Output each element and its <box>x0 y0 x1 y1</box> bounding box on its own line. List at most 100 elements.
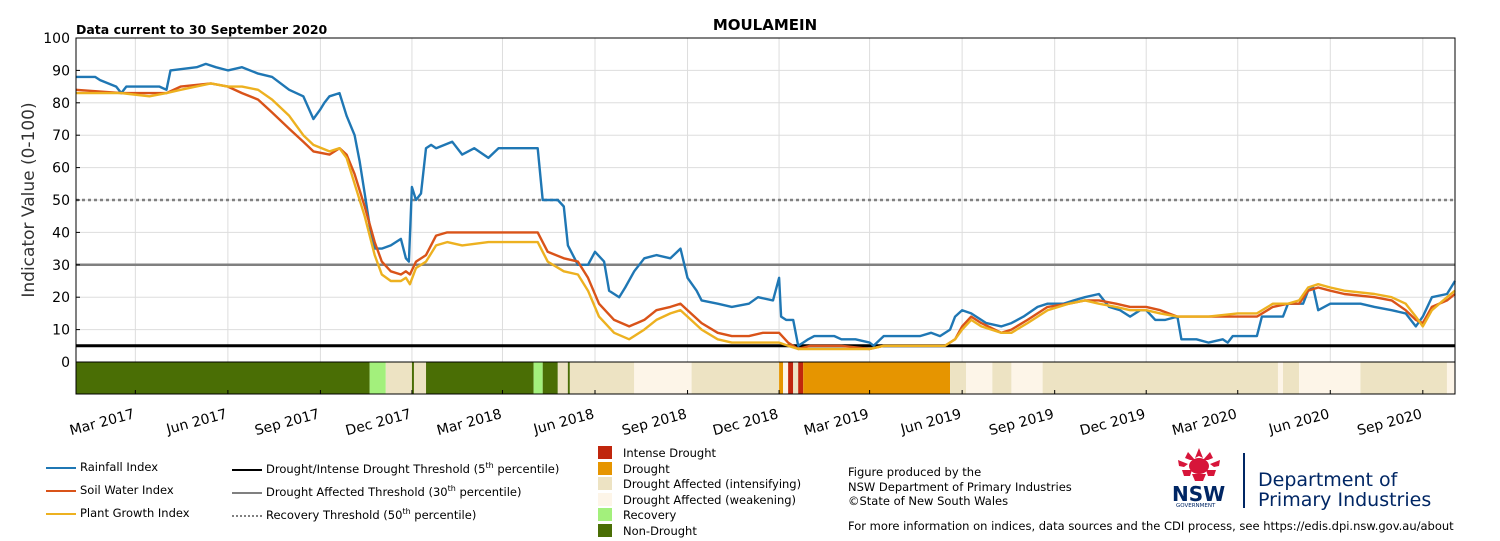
credit-line-2: NSW Department of Primary Industries <box>848 480 1072 494</box>
legend-affected-weakening-label: Drought Affected (weakening) <box>623 493 797 507</box>
phase-bar-27 <box>1360 362 1447 394</box>
series-line-soil-water-index <box>75 82 1456 351</box>
nsw-wordmark: NSW <box>1172 482 1226 506</box>
phase-bar-0 <box>76 362 370 394</box>
y-tick-label-70: 70 <box>52 128 70 144</box>
x-tick-label-10: Sep 2019 <box>987 406 1055 439</box>
y-tick-label-30: 30 <box>52 258 70 274</box>
legend-affected-intensifying-swatch <box>598 477 612 490</box>
threshold-lines <box>76 198 1455 348</box>
legend-rainfall-swatch <box>46 467 76 469</box>
chart-title: MOULAMEIN <box>713 16 817 34</box>
y-tick-label-20: 20 <box>52 290 70 306</box>
department-line-2: Primary Industries <box>1258 489 1432 511</box>
y-tick-label-50: 50 <box>52 193 70 209</box>
phase-bar-3 <box>411 362 414 394</box>
series-line-rainfall-index <box>76 62 1457 347</box>
phase-bar-14 <box>783 362 789 394</box>
phase-bar-28 <box>1446 362 1455 394</box>
legend-intense-drought-swatch <box>598 446 612 459</box>
phase-bar-1 <box>369 362 386 394</box>
legend-affected-threshold-swatch <box>232 492 262 494</box>
legend-non-drought-label: Non-Drought <box>623 524 697 538</box>
index-series <box>75 62 1457 351</box>
phase-bar-18 <box>803 362 951 394</box>
y-tick-label-0: 0 <box>61 355 70 371</box>
phase-bar-11 <box>634 362 692 394</box>
x-axis-ticks: Mar 2017 Jun 2017 Sep 2017 Dec 2017 Mar 2018… <box>68 390 1424 439</box>
y-tick-label-10: 10 <box>52 323 70 339</box>
x-tick-label-2: Sep 2017 <box>253 406 321 439</box>
series-line-plant-growth-index <box>76 82 1456 351</box>
legend-plant-growth-label: Plant Growth Index <box>80 506 190 520</box>
phase-bar-24 <box>1277 362 1284 394</box>
data-currency-note: Data current to 30 September 2020 <box>76 22 328 37</box>
legend-affected-weakening-swatch <box>598 493 612 506</box>
x-tick-label-12: Mar 2020 <box>1170 406 1238 439</box>
y-tick-label-80: 80 <box>52 96 70 112</box>
x-tick-label-6: Sep 2018 <box>620 406 688 439</box>
y-tick-label-90: 90 <box>52 63 70 79</box>
phase-bar-5 <box>426 362 534 394</box>
x-tick-label-13: Jun 2020 <box>1266 406 1331 438</box>
x-tick-label-3: Dec 2017 <box>344 406 413 439</box>
credit-line-3: ©State of New South Wales <box>848 494 1009 508</box>
phase-bar-22 <box>1011 362 1043 394</box>
phase-bar-8 <box>557 362 568 394</box>
legend-recovery-threshold-swatch <box>232 515 262 517</box>
waratah-icon <box>1178 448 1220 481</box>
logo-divider <box>1243 453 1245 508</box>
phase-bar-10 <box>569 362 635 394</box>
y-axis-ticks: 0 10 20 30 40 50 60 70 80 90 100 <box>43 31 80 371</box>
x-tick-label-8: Mar 2019 <box>802 406 870 439</box>
legend-drought-label: Drought <box>623 462 670 476</box>
plot-frame <box>75 37 1456 395</box>
legend-recovery-label: Recovery <box>623 508 677 522</box>
credit-line-1: Figure produced by the <box>848 465 982 479</box>
legend-intense-drought-label: Intense Drought <box>623 446 717 460</box>
legend-affected-threshold-label: Drought Affected Threshold (30th percent… <box>266 484 522 499</box>
phase-bar-15 <box>788 362 794 394</box>
legend-rainfall-label: Rainfall Index <box>80 460 159 474</box>
legend-soil-water-label: Soil Water Index <box>80 483 174 497</box>
legend-recovery-swatch <box>598 508 612 521</box>
phase-strip <box>76 362 1455 394</box>
x-tick-label-9: Jun 2019 <box>898 406 963 438</box>
legend-intense-threshold-label: Drought/Intense Drought Threshold (5th p… <box>266 461 560 476</box>
phase-bar-13 <box>779 362 784 394</box>
phase-bar-4 <box>413 362 427 394</box>
y-tick-label-60: 60 <box>52 161 70 177</box>
phase-bar-21 <box>992 362 1012 394</box>
department-line-1: Department of <box>1258 469 1398 491</box>
phase-bar-7 <box>542 362 558 394</box>
x-tick-label-7: Dec 2018 <box>711 406 780 439</box>
phase-bar-17 <box>798 362 804 394</box>
legend-plant-growth-swatch <box>46 513 76 515</box>
phase-bar-6 <box>533 362 543 394</box>
legend-non-drought-swatch <box>598 524 612 537</box>
legend-intense-threshold-swatch <box>232 469 262 471</box>
y-axis-label: Indicator Value (0-100) <box>19 102 39 297</box>
legend-affected-intensifying-label: Drought Affected (intensifying) <box>623 477 802 491</box>
phase-bar-2 <box>385 362 412 394</box>
phase-bar-12 <box>691 362 780 394</box>
x-tick-label-4: Mar 2018 <box>435 406 503 439</box>
legend-recovery-threshold-label: Recovery Threshold (50th percentile) <box>266 507 477 522</box>
x-tick-label-5: Jun 2018 <box>531 406 596 438</box>
phase-bar-23 <box>1042 362 1278 394</box>
x-tick-label-0: Mar 2017 <box>68 406 136 439</box>
x-tick-label-11: Dec 2019 <box>1078 406 1147 439</box>
x-tick-label-1: Jun 2017 <box>164 406 229 438</box>
phase-bar-9 <box>567 362 570 394</box>
legend-soil-water-swatch <box>46 490 76 492</box>
y-tick-label-40: 40 <box>52 225 70 241</box>
x-tick-label-14: Sep 2020 <box>1356 406 1424 439</box>
phase-bar-19 <box>950 362 967 394</box>
phase-bar-25 <box>1283 362 1300 394</box>
legend-drought-swatch <box>598 462 612 475</box>
phase-bar-16 <box>793 362 799 394</box>
more-info-text: For more information on indices, data so… <box>848 519 1454 533</box>
phase-bar-20 <box>966 362 993 394</box>
phase-bar-26 <box>1299 362 1361 394</box>
